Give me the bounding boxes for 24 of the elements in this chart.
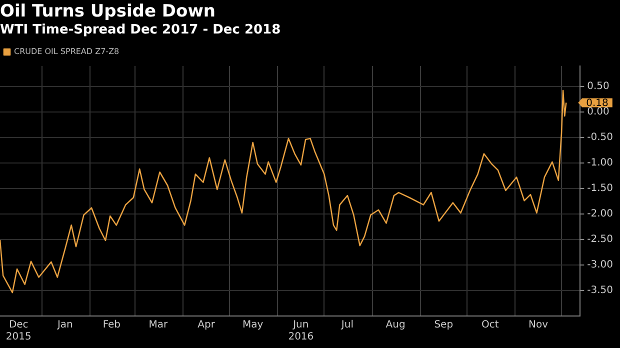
x-tick-label: Mar	[148, 320, 169, 331]
legend-label: CRUDE OIL SPREAD Z7-Z8	[14, 47, 120, 56]
y-tick-label: -3.50	[587, 285, 613, 296]
x-tick-label: May	[242, 320, 264, 331]
y-tick-label: -1.50	[587, 183, 613, 194]
x-tick-label: Sep	[434, 320, 454, 331]
y-tick-label: -2.00	[587, 208, 613, 220]
y-tick-label: 0.50	[587, 81, 610, 92]
x-tick-label: Jul	[340, 320, 354, 331]
x-tick-label: Jun 2016	[288, 320, 314, 343]
x-tick-label: Aug	[386, 320, 406, 331]
x-tick-label: Apr	[198, 320, 216, 331]
x-tick-label: Feb	[102, 320, 121, 331]
y-tick-label: -0.50	[587, 132, 613, 144]
chart-subtitle: WTI Time-Spread Dec 2017 - Dec 2018	[0, 22, 281, 38]
y-tick-label: -3.00	[587, 260, 613, 271]
y-tick-label: 0.00	[587, 106, 610, 118]
x-tick-label: Dec 2015	[6, 320, 32, 343]
x-tick-label: Oct	[482, 320, 499, 331]
x-tick-label: Nov	[528, 320, 548, 331]
y-tick-label: -2.50	[587, 234, 613, 246]
chart-title: Oil Turns Upside Down	[0, 2, 216, 22]
x-tick-label: Jan	[56, 320, 73, 331]
y-tick-label: -1.00	[587, 158, 613, 169]
